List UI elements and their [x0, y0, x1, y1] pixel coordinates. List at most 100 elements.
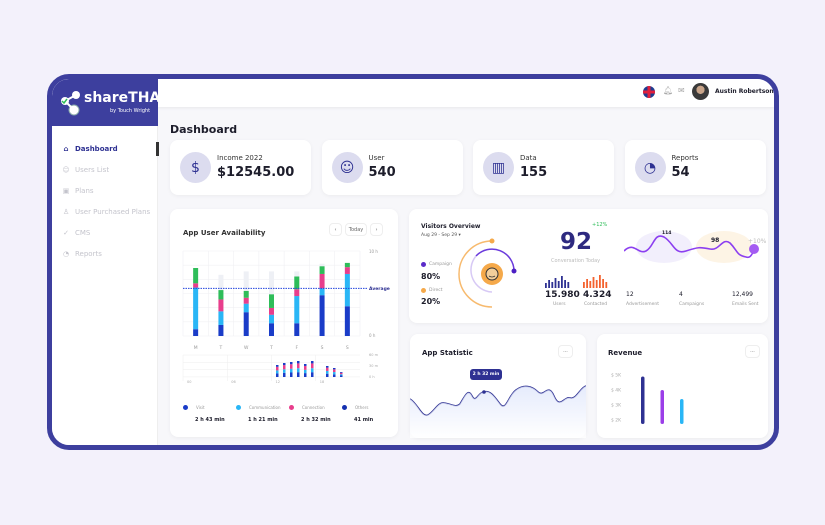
metric: 12,499 Emails Sent — [732, 291, 759, 307]
y-tick-label: $ 5K — [611, 373, 622, 379]
sidebar: shareTHAT by Touch Wright ⌂ Dashboard ☺ Use… — [52, 79, 169, 445]
mini-bar-segment — [283, 369, 286, 373]
legend-label: Visit — [196, 405, 205, 410]
stat-label: Data — [520, 154, 537, 162]
bar-segment — [193, 287, 199, 330]
mini-bar-segment — [340, 375, 343, 377]
mini-bar-segment — [276, 365, 279, 367]
app-window: shareTHAT by Touch Wright ⌂ Dashboard ☺ Use… — [47, 74, 779, 450]
bar-segment — [319, 273, 325, 289]
mini-bar-segment — [326, 366, 329, 368]
mini-bar-segment — [311, 361, 314, 364]
stat-card: ▥ Data 155 — [473, 140, 614, 195]
avatar[interactable] — [692, 83, 709, 100]
legend-dot — [289, 405, 294, 410]
contacted-spark-bar — [589, 281, 592, 288]
conversion-change: +12% — [592, 222, 608, 228]
bell-icon[interactable]: 🔔︎ — [663, 86, 674, 95]
metric-value: 12,499 — [732, 291, 753, 298]
sidebar-item-label: CMS — [75, 229, 91, 237]
sidebar-item-cms[interactable]: ✓ CMS — [62, 229, 90, 237]
average-label: Average — [369, 286, 390, 292]
mini-bar-segment — [304, 369, 307, 374]
bar-segment — [319, 295, 325, 336]
direct-label: Direct — [429, 288, 443, 293]
page-title: Dashboard — [170, 123, 238, 136]
sidebar-item-label: User Purchased Plans — [75, 208, 151, 216]
stat-value: 155 — [520, 165, 548, 180]
wave-change: +10% — [748, 238, 767, 245]
contacted-spark-bar — [583, 282, 585, 288]
campaign-label: Campaign — [429, 262, 452, 267]
user-name[interactable]: Austin Robertson — [715, 88, 774, 95]
legend-dot — [342, 405, 347, 410]
today-button[interactable]: Today — [345, 223, 367, 236]
next-button[interactable]: › — [370, 223, 383, 236]
campaign-dot — [421, 262, 426, 267]
mini-bar-segment — [304, 373, 307, 377]
mini-bar-segment — [290, 368, 293, 373]
bar-segment — [269, 314, 274, 324]
bar-segment — [193, 329, 199, 336]
legend-value: 1 h 21 min — [248, 417, 278, 423]
tooltip: 2 h 32 min — [470, 369, 502, 380]
plans-icon: ▣ — [62, 187, 70, 195]
mini-bar-segment — [283, 365, 286, 370]
mini-bar-segment — [297, 372, 300, 377]
prev-button[interactable]: ‹ — [329, 223, 342, 236]
mini-bar-segment — [290, 364, 293, 369]
sidebar-item-plans[interactable]: ▣ Plans — [62, 187, 94, 195]
more-options-button[interactable]: ··· — [745, 345, 760, 358]
uk-flag-icon[interactable] — [643, 86, 655, 98]
sidebar-item-label: Plans — [75, 187, 94, 195]
contacted-spark-bar — [599, 275, 601, 288]
sidebar-item-dashboard[interactable]: ⌂ Dashboard — [62, 145, 117, 153]
app-statistic-card: App Statistic ··· 2 h 32 min — [410, 334, 586, 438]
metric: 4 Campaigns — [679, 291, 704, 307]
mail-icon[interactable]: ✉ — [678, 86, 685, 95]
mini-bar-segment — [340, 374, 343, 376]
legend-item: Connection 2 h 32 min — [289, 405, 341, 429]
bar-segment — [269, 323, 274, 336]
more-options-button[interactable]: ··· — [558, 345, 573, 358]
campaign-pct: 80% — [421, 272, 441, 281]
legend-dot — [183, 405, 188, 410]
date-range-select[interactable]: Aug 29 - Sep 29 ▾ — [421, 233, 461, 238]
mini-bar-segment — [290, 372, 293, 377]
mini-bar-segment — [304, 365, 307, 370]
card-title: Visitors Overview — [421, 223, 481, 230]
users-spark-bar — [564, 280, 566, 288]
legend-value: 2 h 43 min — [195, 417, 225, 423]
revenue-bar — [641, 376, 645, 424]
mini-bar-segment — [326, 370, 329, 374]
users-spark-bar — [548, 280, 550, 288]
direct-dot — [421, 288, 426, 293]
legend-value: 2 h 32 min — [301, 417, 331, 423]
x-tick-label: S — [321, 345, 324, 351]
stat-label: Reports — [671, 154, 699, 162]
mini-bar-segment — [333, 369, 336, 373]
users-spark-bar — [551, 282, 554, 288]
mini-bar-segment — [297, 368, 300, 373]
mini-y-label: 60 m — [369, 353, 379, 357]
bar-segment — [218, 311, 224, 325]
bar-segment — [294, 289, 300, 297]
sidebar-item-users-list[interactable]: ☺ Users List — [62, 166, 109, 174]
mini-bar-segment — [276, 370, 279, 374]
stat-value: 54 — [671, 165, 690, 180]
bar-segment — [243, 290, 249, 298]
mini-bar-segment — [304, 364, 307, 366]
sidebar-item-user-purchased-plans[interactable]: ♙ User Purchased Plans — [62, 208, 150, 216]
sidebar-item-label: Users List — [75, 166, 110, 174]
sidebar-item-reports[interactable]: ◔ Reports — [62, 250, 102, 258]
pie-chart-icon: ◔ — [62, 250, 70, 258]
wave-peak-label: 114 — [662, 231, 672, 236]
mini-bar-segment — [340, 372, 343, 375]
stat-card: $ Income 2022 $12545.00 — [170, 140, 311, 195]
y-tick-label: $ 4K — [611, 388, 622, 394]
bar-segment — [243, 303, 249, 313]
contacted-spark-bar — [595, 280, 598, 288]
metric: 12 Advertisement — [626, 291, 659, 307]
stat-card: ☺ User 540 — [321, 140, 463, 195]
direct-pct: 20% — [421, 297, 441, 306]
